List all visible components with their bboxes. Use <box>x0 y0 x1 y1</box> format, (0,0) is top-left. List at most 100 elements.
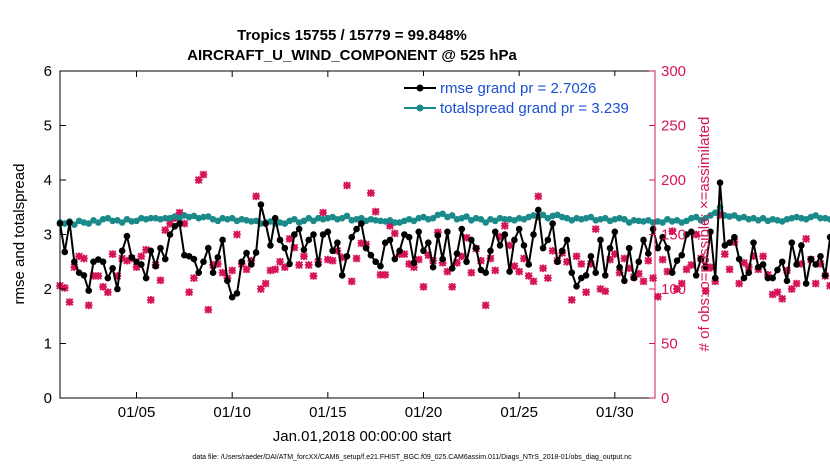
obs-assimilated-marker <box>194 176 203 184</box>
series-point-rmse <box>118 247 126 255</box>
series-point-rmse <box>386 236 394 244</box>
series-point-totalspread <box>477 215 485 223</box>
series-point-rmse <box>448 264 456 272</box>
series-point-totalspread <box>85 220 92 227</box>
series-point-rmse <box>778 258 786 266</box>
obs-possible-marker <box>343 182 351 189</box>
series-point-rmse <box>185 252 193 260</box>
series-point-rmse <box>487 247 494 255</box>
series-point-rmse <box>759 261 767 268</box>
obs-possible-marker <box>544 275 551 282</box>
series-point-rmse <box>161 255 169 263</box>
obs-assimilated-marker <box>132 263 141 272</box>
obs-assimilated-marker <box>720 250 729 258</box>
series-point-rmse <box>391 255 399 263</box>
obs-assimilated-marker <box>687 261 696 269</box>
series-point-totalspread <box>826 215 830 223</box>
legend: rmse grand pr = 2.7026 totalspread grand… <box>398 76 654 124</box>
series-point-rmse <box>558 247 566 255</box>
series-point-totalspread <box>252 217 260 225</box>
series-point-totalspread <box>711 209 719 216</box>
series-point-rmse <box>611 228 619 236</box>
y2-tick-label: 150 <box>661 227 686 244</box>
series-point-totalspread <box>147 214 155 222</box>
series-point-rmse <box>176 220 183 227</box>
obs-possible-marker <box>104 289 111 296</box>
y2-axis-label: # of obs: o=possible; ×=assimilated <box>696 117 713 352</box>
obs-assimilated-marker <box>75 252 83 261</box>
obs-assimilated-marker <box>673 285 681 293</box>
series-point-rmse <box>233 290 241 297</box>
obs-possible-marker <box>109 251 116 258</box>
series-point-rmse <box>381 239 389 246</box>
y-tick-label: 0 <box>44 390 52 407</box>
obs-possible-marker <box>516 268 523 275</box>
series-point-rmse <box>99 258 107 266</box>
series-point-rmse <box>597 236 604 244</box>
obs-assimilated-marker <box>209 261 217 269</box>
obs-assimilated-marker <box>347 277 356 286</box>
series-point-rmse <box>568 269 576 276</box>
obs-assimilated-marker <box>328 256 337 265</box>
obs-possible-marker <box>262 280 269 287</box>
series-point-totalspread <box>281 220 289 227</box>
obs-assimilated-marker <box>567 296 576 304</box>
obs-assimilated-marker <box>610 250 619 258</box>
obs-assimilated-marker <box>735 279 744 288</box>
obs-assimilated-marker <box>123 256 131 265</box>
obs-assimilated-marker <box>65 298 74 306</box>
obs-possible-marker <box>219 269 226 276</box>
series-point-rmse <box>305 236 313 244</box>
obs-assimilated-marker <box>778 294 787 303</box>
series-point-rmse <box>769 274 776 282</box>
series-point-rmse <box>692 272 700 279</box>
obs-assimilated-marker <box>261 279 270 288</box>
x-tick-label: 01/15 <box>309 404 347 421</box>
series-point-rmse <box>716 179 724 187</box>
series-point-rmse <box>348 233 356 241</box>
obs-assimilated-marker <box>620 254 629 263</box>
series-point-totalspread <box>759 214 767 222</box>
series-point-rmse <box>295 225 303 233</box>
series-point-rmse <box>774 266 781 274</box>
obs-possible-marker <box>779 295 786 302</box>
obs-assimilated-marker <box>692 230 700 239</box>
obs-assimilated-marker <box>787 285 796 293</box>
series-point-rmse <box>171 223 179 230</box>
obs-possible-marker <box>702 288 709 295</box>
series-point-rmse <box>80 272 88 279</box>
obs-possible-marker <box>568 296 575 303</box>
series-point-rmse <box>645 250 652 257</box>
series-point-rmse <box>281 244 289 252</box>
obs-possible-marker <box>253 193 260 200</box>
series-point-rmse <box>587 252 595 260</box>
series-point-rmse <box>338 272 346 279</box>
obs-possible-marker <box>272 266 279 273</box>
series-point-rmse <box>362 244 370 252</box>
obs-assimilated-marker <box>591 225 600 233</box>
series-point-rmse <box>563 236 571 244</box>
series-point-totalspread <box>491 217 499 225</box>
obs-assimilated-marker <box>529 277 538 286</box>
obs-assimilated-marker <box>84 301 93 310</box>
obs-possible-marker <box>138 253 145 260</box>
series-point-rmse <box>783 277 791 285</box>
series-point-rmse <box>271 214 279 222</box>
series-point-rmse <box>444 228 451 236</box>
obs-assimilated-marker <box>429 256 437 265</box>
obs-assimilated-marker <box>792 279 801 288</box>
obs-possible-marker <box>573 253 580 260</box>
series-point-rmse <box>401 231 408 238</box>
obs-assimilated-marker <box>701 287 710 296</box>
obs-assimilated-marker <box>448 282 457 291</box>
series-point-rmse <box>267 242 274 249</box>
obs-possible-marker <box>688 261 695 269</box>
series-point-rmse <box>606 244 614 252</box>
series-point-rmse <box>224 277 231 285</box>
obs-possible-marker <box>774 289 781 296</box>
chart-title: Tropics 15755 / 15779 = 99.848% <box>237 27 467 44</box>
obs-assimilated-marker <box>462 233 471 242</box>
series-point-rmse <box>640 236 647 244</box>
series-point-totalspread <box>128 218 136 225</box>
obs-assimilated-marker <box>625 264 634 273</box>
